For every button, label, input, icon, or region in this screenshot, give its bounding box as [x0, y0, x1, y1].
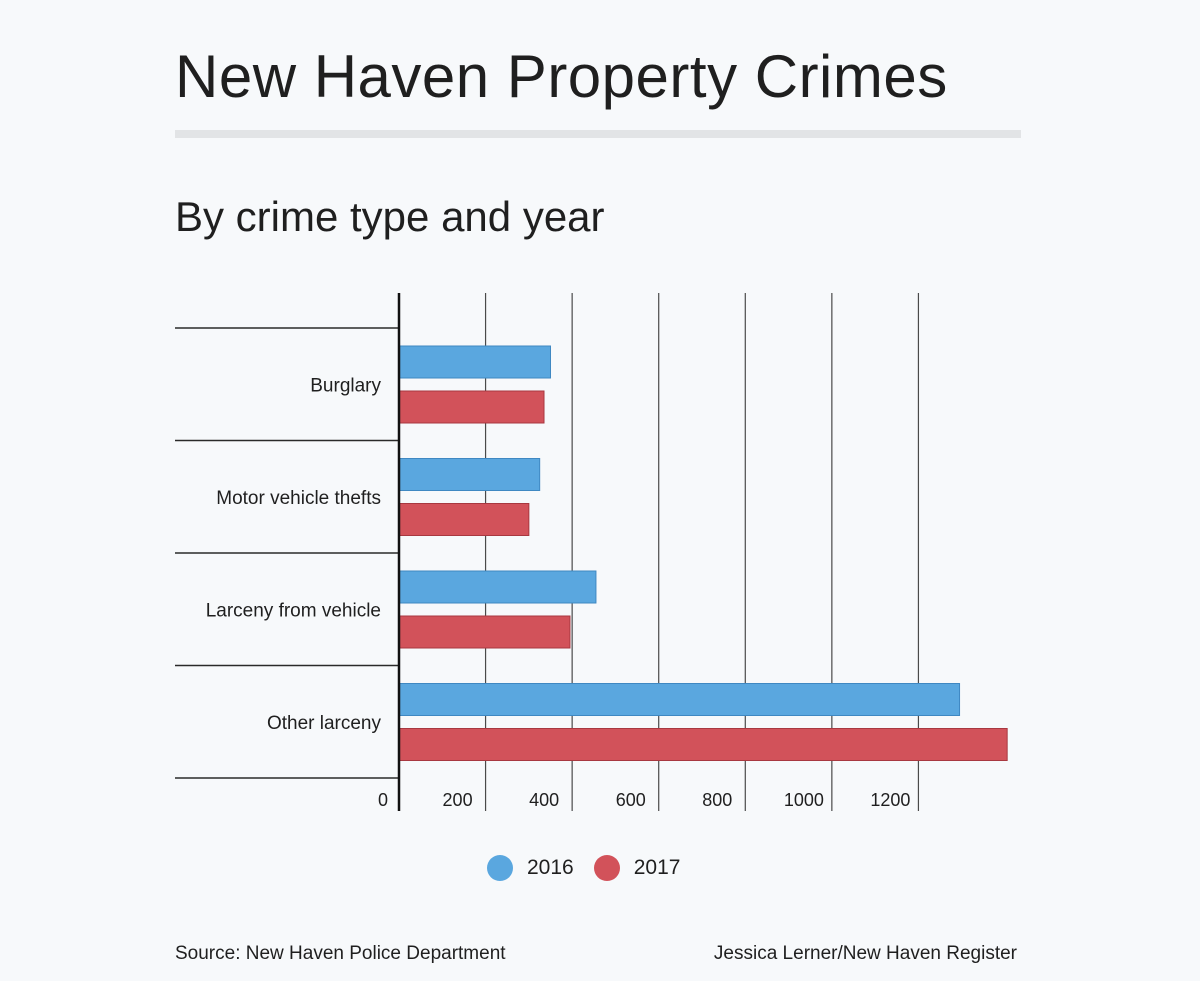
x-tick-label: 1200 [870, 790, 910, 810]
bar-2016-0 [398, 345, 551, 379]
bar-2017-1 [398, 503, 530, 536]
bar-2016-2 [398, 570, 597, 604]
bar-2016-1 [398, 458, 541, 491]
bar-2017-0 [398, 390, 545, 424]
category-label: Motor vehicle thefts [216, 488, 381, 509]
x-tick-label: 1000 [784, 790, 824, 810]
x-tick-label: 800 [702, 790, 732, 810]
legend-label-2016: 2016 [527, 856, 574, 879]
legend-swatch-2017 [593, 855, 620, 881]
bar-2016-3 [398, 683, 961, 716]
chart-title: New Haven Property Crimes [175, 43, 948, 110]
chart-subtitle: By crime type and year [175, 193, 605, 240]
x-tick-label: 0 [378, 790, 388, 810]
legend-swatch-2016 [487, 855, 513, 881]
bar-2017-3 [398, 728, 1008, 761]
legend-item-2017: 2017 [593, 855, 681, 881]
chart-legend: 2016 2017 [487, 853, 700, 883]
category-label: Other larceny [267, 713, 382, 734]
category-label: Larceny from vehicle [206, 600, 381, 621]
bar-2017-2 [398, 615, 571, 649]
source-note: Source: New Haven Police Department [175, 943, 506, 964]
x-tick-label: 400 [529, 790, 559, 810]
x-tick-label: 200 [443, 790, 473, 810]
title-divider [175, 130, 1021, 138]
legend-label-2017: 2017 [633, 856, 681, 879]
credit-note: Jessica Lerner/New Haven Register [713, 943, 1017, 964]
category-label: Burglary [310, 375, 381, 396]
legend-item-2016: 2016 [487, 855, 574, 881]
x-tick-label: 600 [616, 790, 646, 810]
